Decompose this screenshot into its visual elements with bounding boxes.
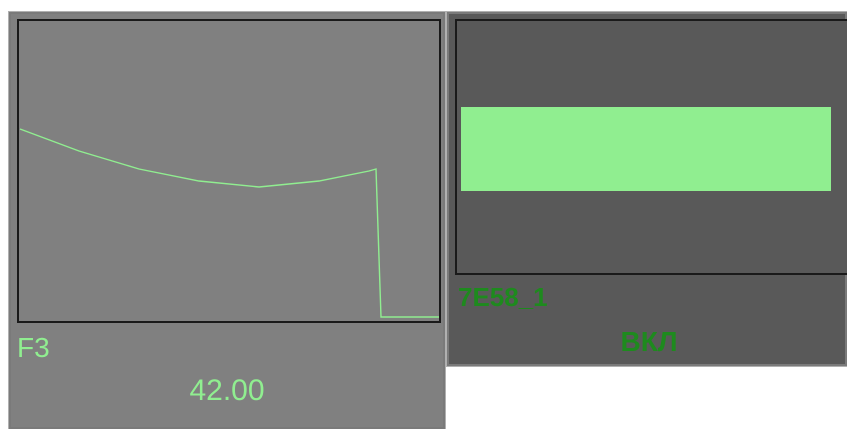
- signal-value-readout: 42.00: [189, 374, 265, 407]
- status-panel: 7E58_1 ВКЛ: [446, 11, 847, 367]
- signal-trace-svg: [19, 128, 439, 318]
- device-id-label: 7E58_1: [458, 282, 548, 312]
- status-indicator-bar: [461, 107, 831, 191]
- signal-name-label: F3: [17, 332, 50, 363]
- signal-trace-line: [19, 128, 439, 318]
- status-indicator-svg: [461, 107, 831, 191]
- signal-plot-area: [17, 19, 441, 323]
- signal-panel: F3 42.00: [8, 11, 446, 429]
- status-indicator-area: [455, 19, 847, 275]
- device-status-text: ВКЛ: [620, 326, 678, 357]
